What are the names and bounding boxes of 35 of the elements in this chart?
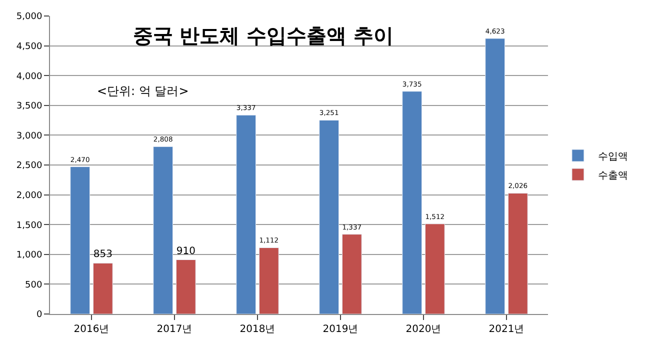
bar <box>70 166 90 314</box>
legend-label: 수출액 <box>598 170 628 182</box>
x-tick-label: 2018년 <box>240 324 276 335</box>
bar <box>236 114 256 314</box>
annotation: <단위: 억 달러> <box>97 84 189 98</box>
bar <box>402 91 422 314</box>
bar <box>342 234 362 314</box>
chart-title: 중국 반도체 수입수출액 추이 <box>132 23 394 48</box>
legend-label: 수입액 <box>598 151 628 162</box>
data-label: 853 <box>93 249 112 260</box>
y-tick-label: 1,500 <box>16 220 42 231</box>
x-tick-label: 2016년 <box>74 324 110 335</box>
bar <box>92 262 113 314</box>
x-tick-label: 2017년 <box>156 324 192 335</box>
y-tick-label: 500 <box>25 280 42 290</box>
x-tick-label: 2019년 <box>322 324 358 335</box>
y-tick-label: 4,500 <box>16 42 42 52</box>
x-tick-label: 2020년 <box>406 324 442 335</box>
bar <box>176 260 196 314</box>
y-tick-label: 4,000 <box>16 72 42 82</box>
y-tick-label: 2,500 <box>16 161 42 172</box>
bar <box>319 120 340 314</box>
data-label: 910 <box>176 246 196 257</box>
y-tick-label: 3,500 <box>16 102 42 112</box>
bar <box>153 146 174 314</box>
y-tick-label: 0 <box>36 310 42 320</box>
y-tick-label: 1,000 <box>16 250 42 261</box>
y-tick-label: 2,000 <box>16 190 42 201</box>
x-tick-label: 2021년 <box>488 324 524 335</box>
bar <box>485 38 506 314</box>
bar <box>508 193 528 314</box>
bar <box>258 247 279 314</box>
bar <box>424 224 445 314</box>
y-tick-label: 3,000 <box>16 131 42 142</box>
y-tick-label: 5,000 <box>16 12 42 22</box>
